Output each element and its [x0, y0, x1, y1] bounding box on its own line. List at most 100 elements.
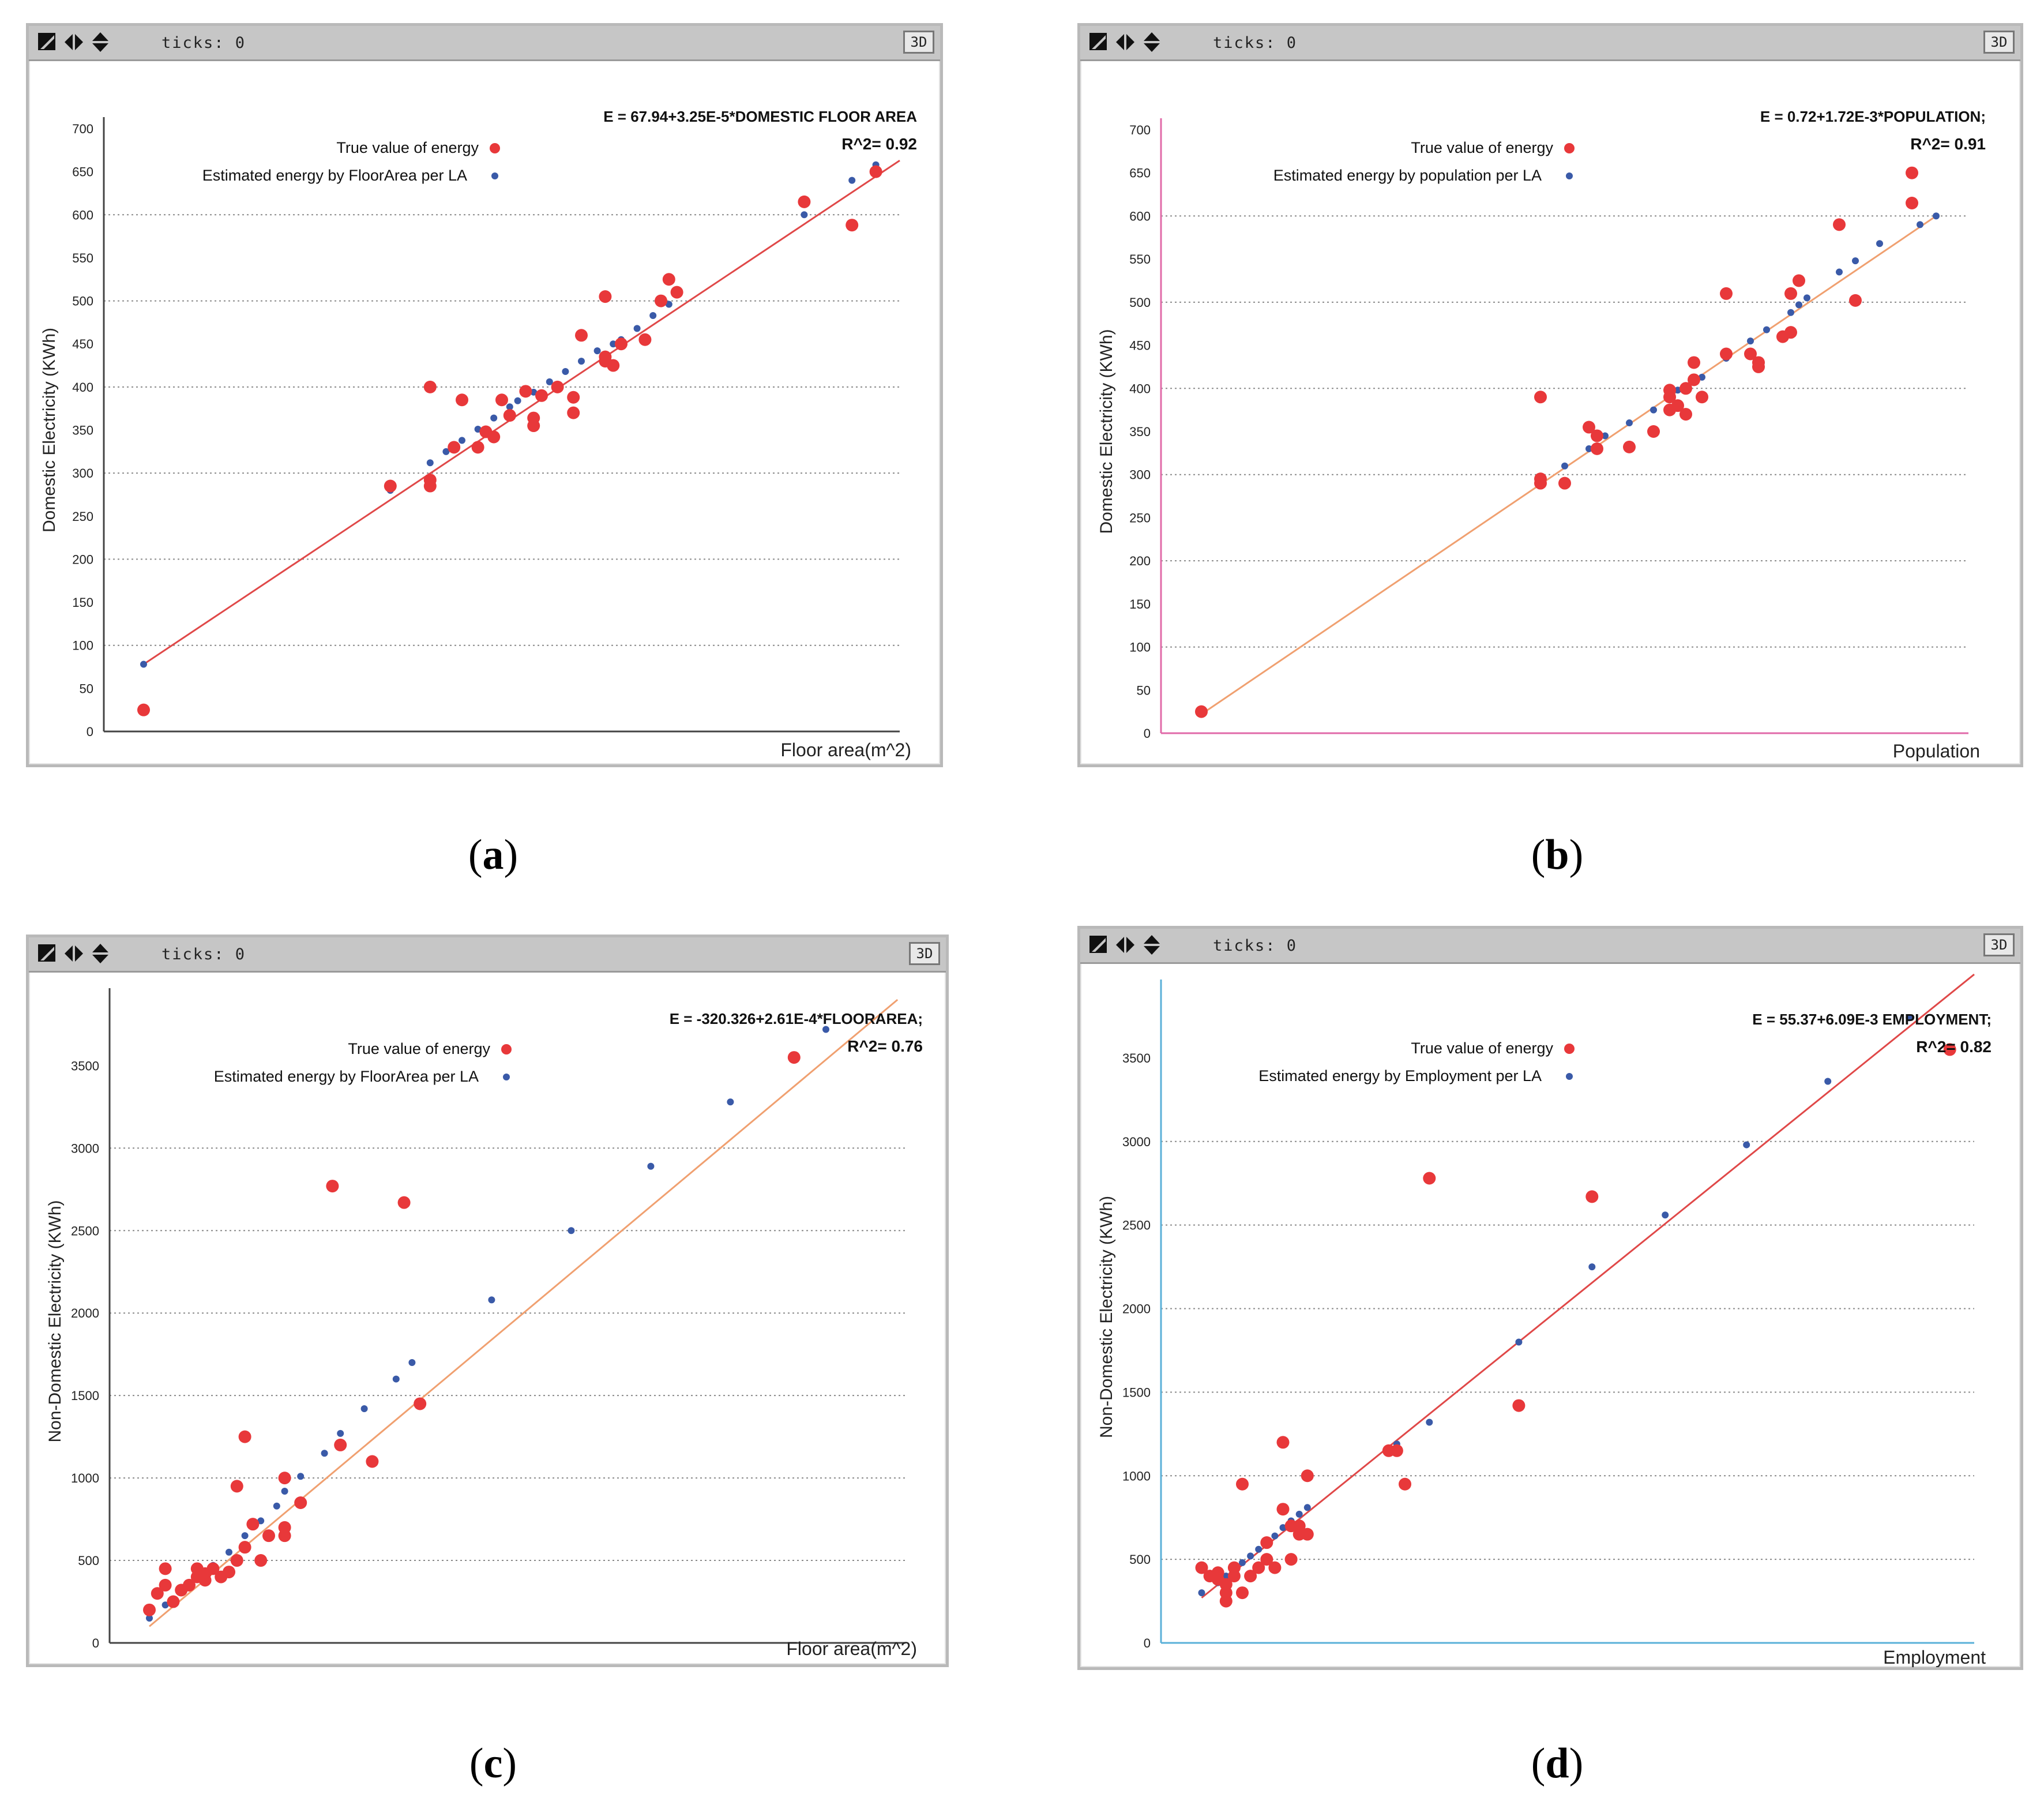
- y-tick-label: 1000: [1122, 1469, 1151, 1483]
- true-value-point: [1623, 440, 1636, 453]
- legend-estimated-marker: [491, 172, 498, 179]
- vertical-arrows-icon[interactable]: [1141, 935, 1162, 955]
- y-tick-label: 700: [1129, 123, 1151, 137]
- y-tick-label: 2500: [71, 1224, 99, 1238]
- y-tick-label: 3500: [1122, 1051, 1151, 1065]
- y-tick-label: 300: [1129, 468, 1151, 482]
- estimated-point: [1662, 1211, 1669, 1219]
- true-value-point: [206, 1562, 220, 1575]
- chart-panel-c: ticks: 0 3D 0 500 1000 1500 2000 2500 3000 3500…: [26, 935, 949, 1667]
- estimated-point: [1602, 432, 1609, 440]
- estimated-point: [226, 1548, 232, 1556]
- true-value-point: [527, 419, 540, 433]
- estimated-point: [337, 1429, 344, 1437]
- legend-true-label: True value of energy: [336, 139, 479, 156]
- y-tick-label: 650: [1129, 166, 1151, 181]
- y-tick-label: 150: [1129, 597, 1151, 611]
- true-value-point: [230, 1554, 243, 1567]
- ticks-counter: ticks: 0: [1213, 34, 1298, 52]
- true-value-point: [798, 195, 811, 208]
- ticks-counter: ticks: 0: [161, 34, 246, 52]
- y-tick-label: 1500: [71, 1389, 99, 1403]
- y-tick-label: 3500: [71, 1059, 99, 1073]
- true-value-point: [1244, 1570, 1257, 1583]
- 3d-button[interactable]: 3D: [909, 942, 940, 965]
- vertical-arrows-icon[interactable]: [90, 943, 111, 964]
- legend-true-marker: [1564, 1044, 1575, 1054]
- true-value-point: [1784, 326, 1797, 339]
- legend-estimated-label: Estimated energy by FloorArea per LA: [202, 167, 467, 184]
- resize-icon[interactable]: [37, 943, 58, 964]
- true-value-point: [1236, 1586, 1249, 1600]
- estimated-point: [647, 1162, 655, 1170]
- y-tick-label: 0: [87, 725, 93, 739]
- true-value-point: [151, 1587, 164, 1600]
- true-value-point: [1292, 1519, 1306, 1533]
- true-value-point: [495, 393, 508, 407]
- resize-icon[interactable]: [37, 32, 58, 52]
- true-value-point: [1943, 1043, 1956, 1056]
- 3d-button[interactable]: 3D: [1983, 933, 2015, 956]
- r-squared-label: R^2= 0.82: [1916, 1038, 1992, 1056]
- estimated-point: [578, 358, 585, 365]
- estimated-point: [297, 1473, 305, 1480]
- regression-equation: E = 67.94+3.25E-5*DOMESTIC FLOOR AREA: [603, 108, 917, 125]
- y-axis-label: Domestic Electricity (KWh): [40, 328, 59, 532]
- regression-line: [1201, 973, 1975, 1598]
- true-value-point: [1534, 391, 1547, 404]
- estimated-point: [241, 1532, 249, 1540]
- resize-icon[interactable]: [1088, 935, 1109, 955]
- true-value-point: [1227, 1561, 1241, 1574]
- estimated-point: [426, 459, 434, 467]
- true-value-point: [1260, 1536, 1273, 1549]
- legend-true-marker: [501, 1044, 512, 1055]
- true-value-point: [278, 1521, 291, 1534]
- vertical-arrows-icon[interactable]: [1141, 32, 1162, 52]
- legend-true-label: True value of energy: [1411, 139, 1553, 156]
- 3d-button[interactable]: 3D: [903, 31, 934, 54]
- true-value-point: [662, 273, 675, 286]
- vertical-arrows-icon[interactable]: [90, 32, 111, 52]
- regression-equation: E = 0.72+1.72E-3*POPULATION;: [1760, 108, 1986, 125]
- estimated-point: [1747, 337, 1754, 345]
- true-value-point: [1679, 408, 1692, 421]
- y-axis-label: Domestic Electricity (KWh): [1097, 329, 1116, 534]
- true-value-point: [471, 441, 484, 454]
- true-value-point: [278, 1472, 291, 1485]
- horizontal-arrows-icon[interactable]: [1115, 32, 1136, 52]
- horizontal-arrows-icon[interactable]: [63, 943, 84, 964]
- horizontal-arrows-icon[interactable]: [63, 32, 84, 52]
- estimated-point: [1588, 1263, 1596, 1271]
- chart-panel-b: ticks: 0 3D 0 50 100 150 200 250 300 350 400 450 5…: [1077, 23, 2023, 767]
- scatter-plot-c: 0 500 1000 1500 2000 2500 3000 3500 Non-Domestic…: [46, 988, 923, 1659]
- true-value-point: [487, 430, 501, 444]
- estimated-point: [1852, 257, 1859, 265]
- true-value-point: [1512, 1399, 1526, 1412]
- resize-icon[interactable]: [1088, 32, 1109, 52]
- true-value-point: [238, 1430, 251, 1443]
- x-axis-label: Floor area(m^2): [780, 740, 911, 760]
- true-value-point: [1252, 1561, 1265, 1574]
- true-value-point: [1752, 360, 1765, 373]
- estimated-point: [360, 1405, 368, 1413]
- y-tick-label: 450: [72, 337, 93, 351]
- estimated-point: [1303, 1504, 1311, 1511]
- y-tick-label: 550: [1129, 252, 1151, 267]
- true-value-point: [1647, 425, 1660, 438]
- true-value-point: [1591, 442, 1603, 455]
- y-tick-label: 350: [1129, 425, 1151, 439]
- true-value-point: [519, 385, 532, 398]
- true-value-point: [1534, 472, 1547, 486]
- estimated-point: [442, 448, 450, 455]
- true-value-point: [246, 1518, 260, 1531]
- legend-true-marker: [490, 143, 500, 153]
- true-value-point: [1219, 1578, 1233, 1591]
- estimated-point: [1824, 1078, 1832, 1085]
- true-value-point: [414, 1397, 427, 1410]
- r-squared-label: R^2= 0.92: [841, 135, 917, 153]
- 3d-button[interactable]: 3D: [1983, 31, 2015, 54]
- estimated-point: [1561, 462, 1568, 470]
- horizontal-arrows-icon[interactable]: [1115, 935, 1136, 955]
- estimated-point: [593, 347, 601, 355]
- y-tick-label: 150: [72, 595, 93, 610]
